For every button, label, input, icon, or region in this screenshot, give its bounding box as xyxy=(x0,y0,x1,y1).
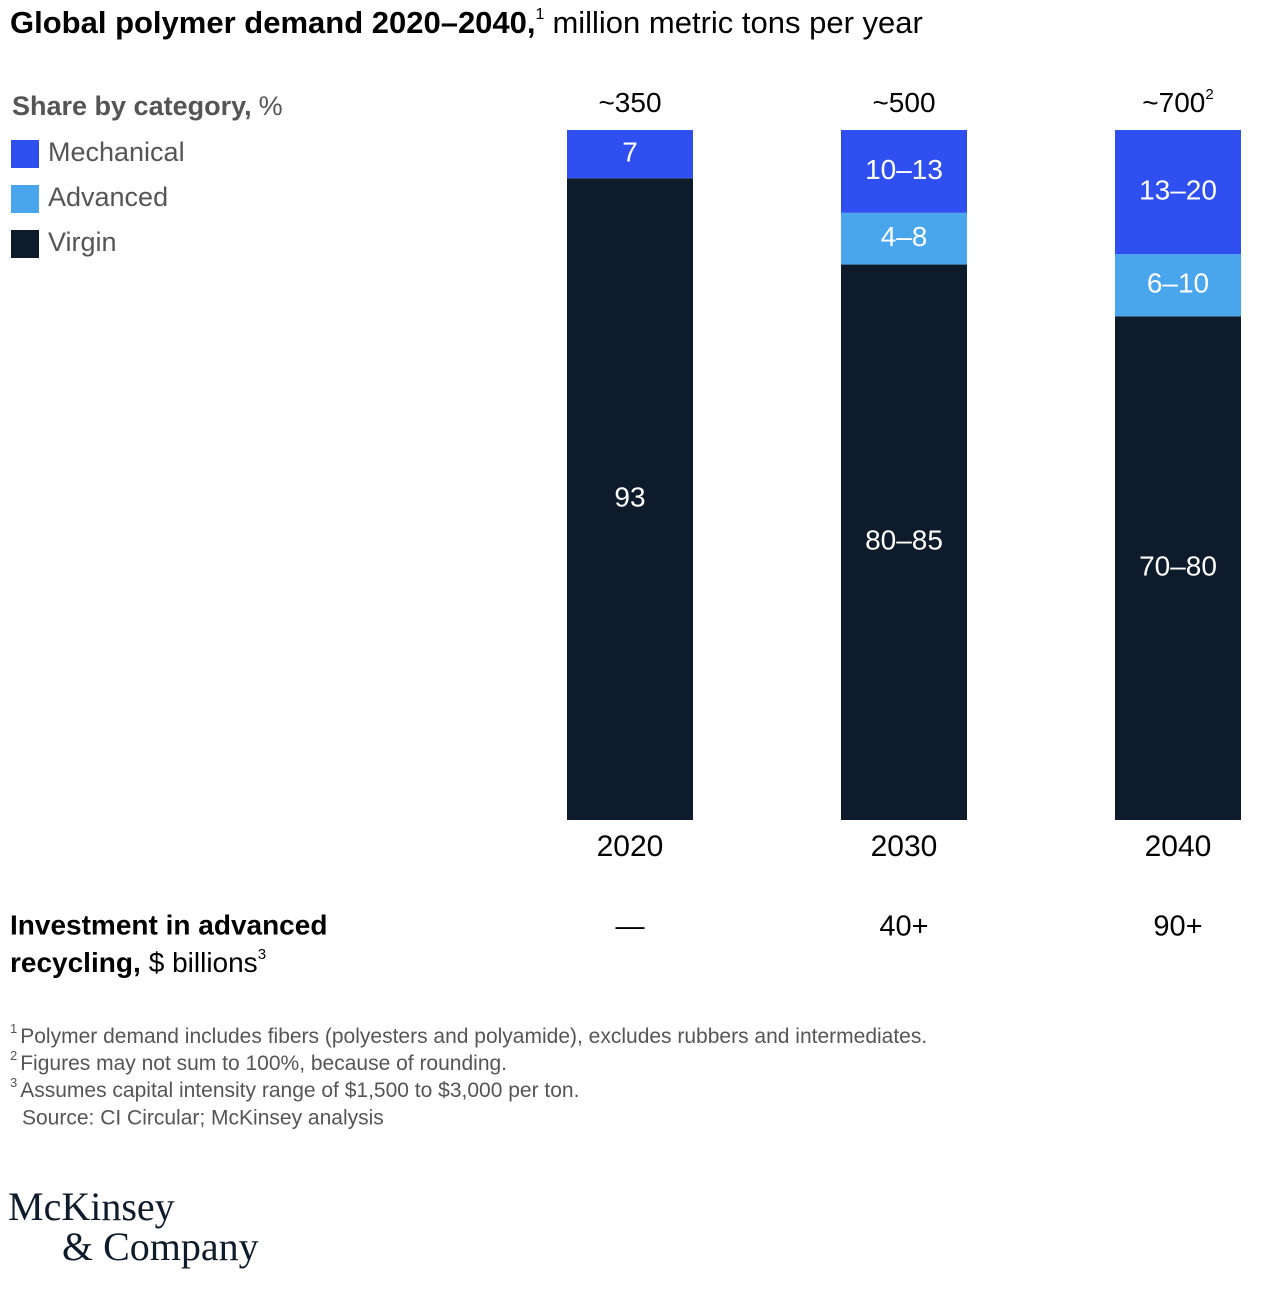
legend-label: Advanced xyxy=(48,182,168,212)
footnote: 1 Polymer demand includes fibers (polyest… xyxy=(10,1021,927,1047)
total-label-line: ~500 xyxy=(872,87,935,118)
legend-title-line: Share by category,% xyxy=(12,91,283,121)
footnote: 2 Figures may not sum to 100%, because of… xyxy=(10,1048,507,1074)
logo: McKinsey xyxy=(8,1184,175,1229)
data-label: 13–20 xyxy=(1139,174,1217,205)
data-label: 10–13 xyxy=(865,154,943,185)
legend-swatch xyxy=(11,230,39,258)
total-label: ~350 xyxy=(598,87,661,118)
bar-segment xyxy=(1115,130,1241,255)
footnote-marker: 1 xyxy=(10,1021,17,1036)
data-label: 6–10 xyxy=(1147,268,1209,299)
x-tick-label: 2020 xyxy=(597,830,664,863)
logo: & Company xyxy=(62,1224,259,1269)
total-label-line: ~7002 xyxy=(1142,86,1213,118)
bar-segment xyxy=(841,130,967,213)
investment-unit: $ billions xyxy=(149,947,258,978)
investment-value: — xyxy=(616,911,645,943)
bar-segment xyxy=(841,264,967,820)
data-label: 70–80 xyxy=(1139,551,1217,582)
legend-label: Virgin xyxy=(48,227,117,257)
investment-note: 3 xyxy=(258,946,266,963)
data-label: 93 xyxy=(614,482,645,513)
data-label: 7 xyxy=(622,137,638,168)
investment-value: 90+ xyxy=(1153,911,1202,943)
x-tick-label: 2030 xyxy=(871,830,938,863)
bar-segment xyxy=(841,212,967,265)
investment-title-line: recycling, $ billions3 xyxy=(10,946,266,978)
bar-segment xyxy=(567,130,693,179)
total-label: ~700 xyxy=(1142,87,1205,118)
footnote-text: Figures may not sum to 100%, because of … xyxy=(20,1052,507,1075)
chart-subtitle: million metric tons per year xyxy=(552,5,922,40)
data-label: 80–85 xyxy=(865,525,943,556)
total-label: ~500 xyxy=(872,87,935,118)
source: Source: CI Circular; McKinsey analysis xyxy=(22,1107,384,1130)
investment-title: Investment in advanced xyxy=(10,909,327,940)
title-note: 1 xyxy=(536,6,545,23)
total-note: 2 xyxy=(1205,86,1213,103)
footnote-text: Polymer demand includes fibers (polyeste… xyxy=(20,1025,927,1048)
total-label-line: ~350 xyxy=(598,87,661,118)
legend-label: Mechanical xyxy=(48,137,185,167)
footnote: 3 Assumes capital intensity range of $1,5… xyxy=(10,1075,579,1101)
legend-title: Share by category, xyxy=(12,91,252,121)
bar-segment xyxy=(1115,254,1241,317)
footnote-text: Assumes capital intensity range of $1,50… xyxy=(20,1079,579,1102)
legend-unit: % xyxy=(259,91,283,121)
data-label: 4–8 xyxy=(881,221,928,252)
investment-value: 40+ xyxy=(879,911,928,943)
footnote-marker: 3 xyxy=(10,1075,17,1090)
chart-title: Global polymer demand 2020–2040, xyxy=(10,5,536,40)
legend-swatch xyxy=(11,185,39,213)
x-tick-label: 2040 xyxy=(1145,830,1212,863)
investment-title: recycling, xyxy=(10,947,141,978)
bar-segment xyxy=(567,178,693,821)
footnote-marker: 2 xyxy=(10,1048,17,1063)
bar-segment xyxy=(1115,316,1241,820)
legend-swatch xyxy=(11,140,39,168)
chart-title-line: Global polymer demand 2020–2040,1 million… xyxy=(10,5,923,40)
